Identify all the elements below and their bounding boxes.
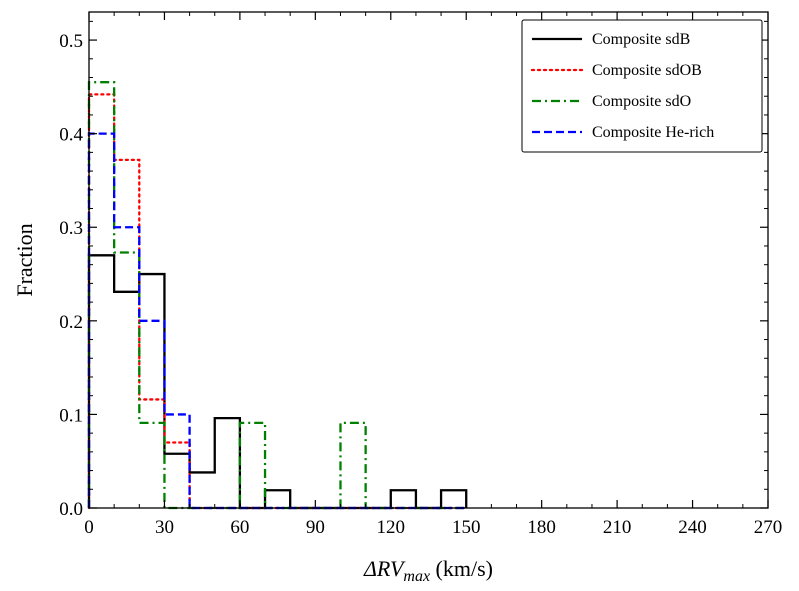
legend-label-composite-he-rich: Composite He-rich <box>592 124 714 141</box>
y-tick-label: 0.5 <box>59 31 83 52</box>
x-axis-label-unit: (km/s) <box>430 556 493 581</box>
x-tick-label: 210 <box>603 517 632 538</box>
series-composite-sdo <box>87 81 467 510</box>
x-tick-label: 240 <box>678 517 707 538</box>
y-tick-label: 0.3 <box>59 218 83 239</box>
x-axis-label: ΔRVmax (km/s) <box>363 556 493 585</box>
x-tick-label: 30 <box>155 517 174 538</box>
x-tick-label: 150 <box>452 517 481 538</box>
series-layer <box>87 81 468 510</box>
tick-labels: 0 30 60 90 120 150 180 210 240 270 0.0 0.1 0.2 0.3 0.4… <box>59 31 782 538</box>
series-composite-sdb <box>87 254 468 510</box>
y-tick-label: 0.1 <box>59 405 83 426</box>
series-composite-sdob <box>87 93 468 510</box>
x-axis-label-subscript: max <box>403 568 430 585</box>
legend-box <box>521 19 763 153</box>
y-tick-label: 0.2 <box>59 312 83 333</box>
x-tick-label: 270 <box>754 517 783 538</box>
x-tick-label: 90 <box>306 517 325 538</box>
x-tick-label: 120 <box>377 517 406 538</box>
legend-label-composite-sdo: Composite sdO <box>592 93 691 110</box>
x-tick-label: 180 <box>527 517 556 538</box>
y-tick-label: 0.4 <box>59 125 83 146</box>
x-tick-label: 0 <box>84 517 94 538</box>
x-axis-label-symbol: ΔRV <box>363 556 406 581</box>
y-tick-label: 0.0 <box>59 499 83 520</box>
legend-label-composite-sdob: Composite sdOB <box>592 62 702 79</box>
series-composite-he-rich <box>87 132 467 510</box>
x-tick-label: 60 <box>230 517 249 538</box>
legend-label-composite-sdb: Composite sdB <box>592 31 690 48</box>
plot-frame <box>88 11 769 509</box>
legend: Composite sdB Composite sdOB Composite sdO… <box>521 19 763 153</box>
y-axis-label: Fraction <box>12 223 37 296</box>
ticks-layer <box>88 12 769 509</box>
